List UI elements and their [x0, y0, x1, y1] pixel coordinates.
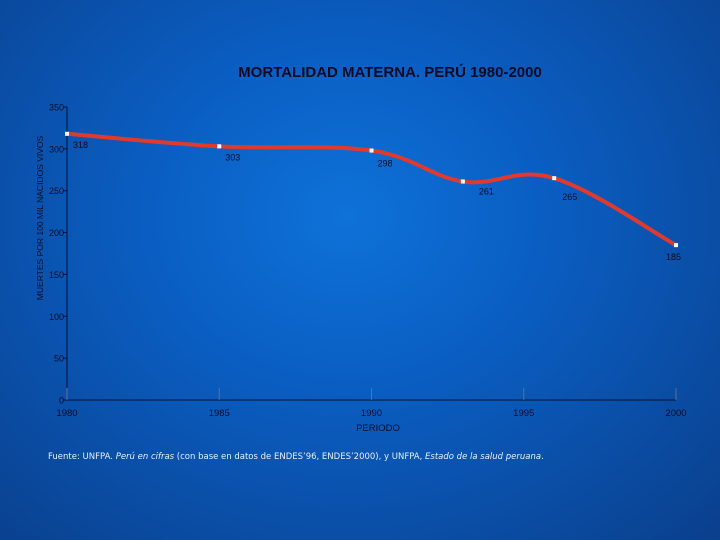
source-footnote: Fuente: UNFPA. Perú en cifras (con base … — [48, 452, 708, 462]
data-markers — [65, 131, 678, 248]
data-point-marker — [552, 176, 557, 181]
y-tick-label: 100 — [49, 312, 64, 322]
y-tick-label: 0 — [59, 396, 64, 406]
data-label: 185 — [666, 252, 681, 262]
data-label: 261 — [479, 187, 494, 197]
x-axis-label: PERIODO — [356, 423, 400, 434]
chart-title: MORTALIDAD MATERNA. PERÚ 1980-2000 — [238, 64, 542, 81]
x-tick-label: 1980 — [56, 408, 77, 419]
data-label: 298 — [378, 159, 393, 169]
data-label: 303 — [225, 152, 240, 162]
data-point-marker — [460, 179, 465, 184]
x-tick-label: 1990 — [361, 408, 382, 419]
y-tick-label: 50 — [54, 354, 64, 364]
data-point-marker — [369, 148, 374, 153]
data-labels: 318 303 298 261 265 185 — [73, 140, 681, 262]
footnote-middle: (con base en datos de ENDES’96, ENDES’20… — [174, 452, 426, 462]
x-tick-labels: 1980 1985 1990 1995 2000 — [56, 408, 686, 419]
y-tick-label: 300 — [49, 144, 64, 154]
data-label: 265 — [562, 192, 577, 202]
x-tick-label: 2000 — [665, 408, 686, 419]
footnote-title-1: Perú en cifras — [115, 452, 175, 462]
y-tick-label: 200 — [49, 228, 64, 238]
x-tick-label: 1995 — [513, 408, 534, 419]
y-tick-labels: 0 50 100 150 200 250 300 350 — [49, 103, 64, 406]
data-point-marker — [65, 131, 69, 136]
footnote-prefix: Fuente: UNFPA. — [48, 452, 116, 462]
data-label: 318 — [73, 140, 88, 150]
footnote-suffix: . — [541, 452, 544, 462]
y-tick-label: 150 — [49, 270, 64, 280]
y-tick-label: 250 — [49, 186, 64, 196]
axes — [63, 106, 677, 401]
data-point-marker — [217, 144, 222, 149]
footnote-title-2: Estado de la salud peruana — [425, 452, 542, 462]
series-line — [65, 131, 678, 248]
y-axis-label: MUERTES POR 100 MIL NACIDOS VIVOS — [35, 135, 45, 300]
x-tick-label: 1985 — [209, 408, 230, 419]
y-tick-label: 350 — [49, 103, 64, 113]
data-point-marker — [674, 243, 678, 248]
